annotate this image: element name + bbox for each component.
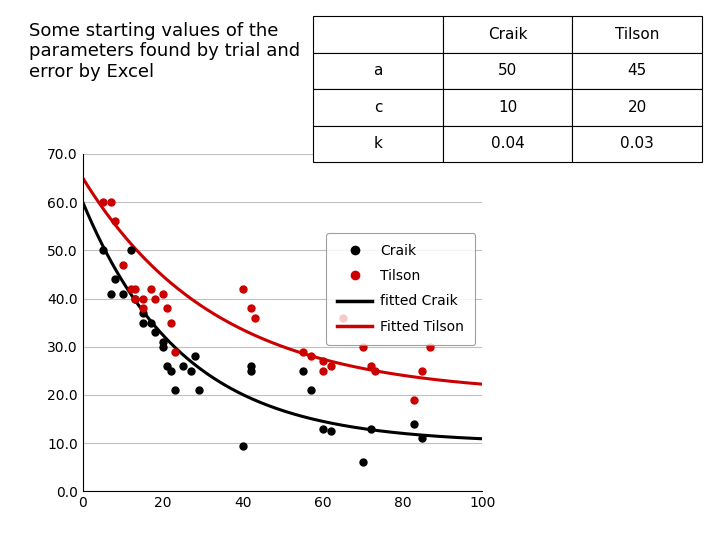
Point	[409, 420, 420, 428]
Point	[137, 304, 148, 313]
Point	[169, 386, 181, 394]
Point	[417, 434, 428, 443]
Point	[169, 347, 181, 356]
Point	[317, 367, 328, 375]
Point	[129, 294, 140, 303]
Point	[185, 367, 197, 375]
Point	[161, 304, 173, 313]
Point	[109, 217, 120, 226]
Point	[109, 275, 120, 284]
Point	[137, 294, 148, 303]
Point	[305, 352, 316, 361]
Point	[117, 289, 129, 298]
Point	[97, 198, 109, 206]
Point	[245, 362, 256, 370]
Point	[237, 441, 248, 450]
Point	[317, 357, 328, 366]
Point	[245, 304, 256, 313]
Point	[145, 319, 156, 327]
Point	[417, 367, 428, 375]
Point	[165, 367, 176, 375]
Point	[189, 352, 200, 361]
Point	[129, 294, 140, 303]
Point	[149, 294, 161, 303]
Point	[245, 367, 256, 375]
Point	[357, 342, 369, 351]
Point	[137, 319, 148, 327]
Point	[237, 285, 248, 293]
Point	[137, 309, 148, 318]
Point	[157, 338, 168, 346]
Point	[297, 367, 308, 375]
Point	[297, 347, 308, 356]
Point	[149, 328, 161, 336]
Point	[125, 285, 137, 293]
Point	[325, 362, 336, 370]
Point	[325, 427, 336, 435]
Point	[145, 285, 156, 293]
Point	[425, 342, 436, 351]
Point	[365, 424, 377, 433]
Point	[317, 424, 328, 433]
Legend: Craik, Tilson, fitted Craik, Fitted Tilson: Craik, Tilson, fitted Craik, Fitted Tils…	[326, 233, 475, 345]
Point	[157, 342, 168, 351]
Point	[177, 362, 189, 370]
Point	[117, 260, 129, 269]
Point	[125, 246, 137, 255]
Point	[105, 198, 117, 206]
Text: Some starting values of the
parameters found by trial and
error by Excel: Some starting values of the parameters f…	[29, 22, 300, 81]
Point	[193, 386, 204, 394]
Point	[105, 289, 117, 298]
Point	[357, 458, 369, 467]
Point	[305, 386, 316, 394]
Point	[97, 246, 109, 255]
Point	[369, 367, 380, 375]
Point	[157, 289, 168, 298]
Point	[129, 285, 140, 293]
Point	[365, 362, 377, 370]
Point	[165, 319, 176, 327]
Point	[249, 314, 261, 322]
Point	[161, 362, 173, 370]
Point	[337, 314, 348, 322]
Point	[409, 395, 420, 404]
